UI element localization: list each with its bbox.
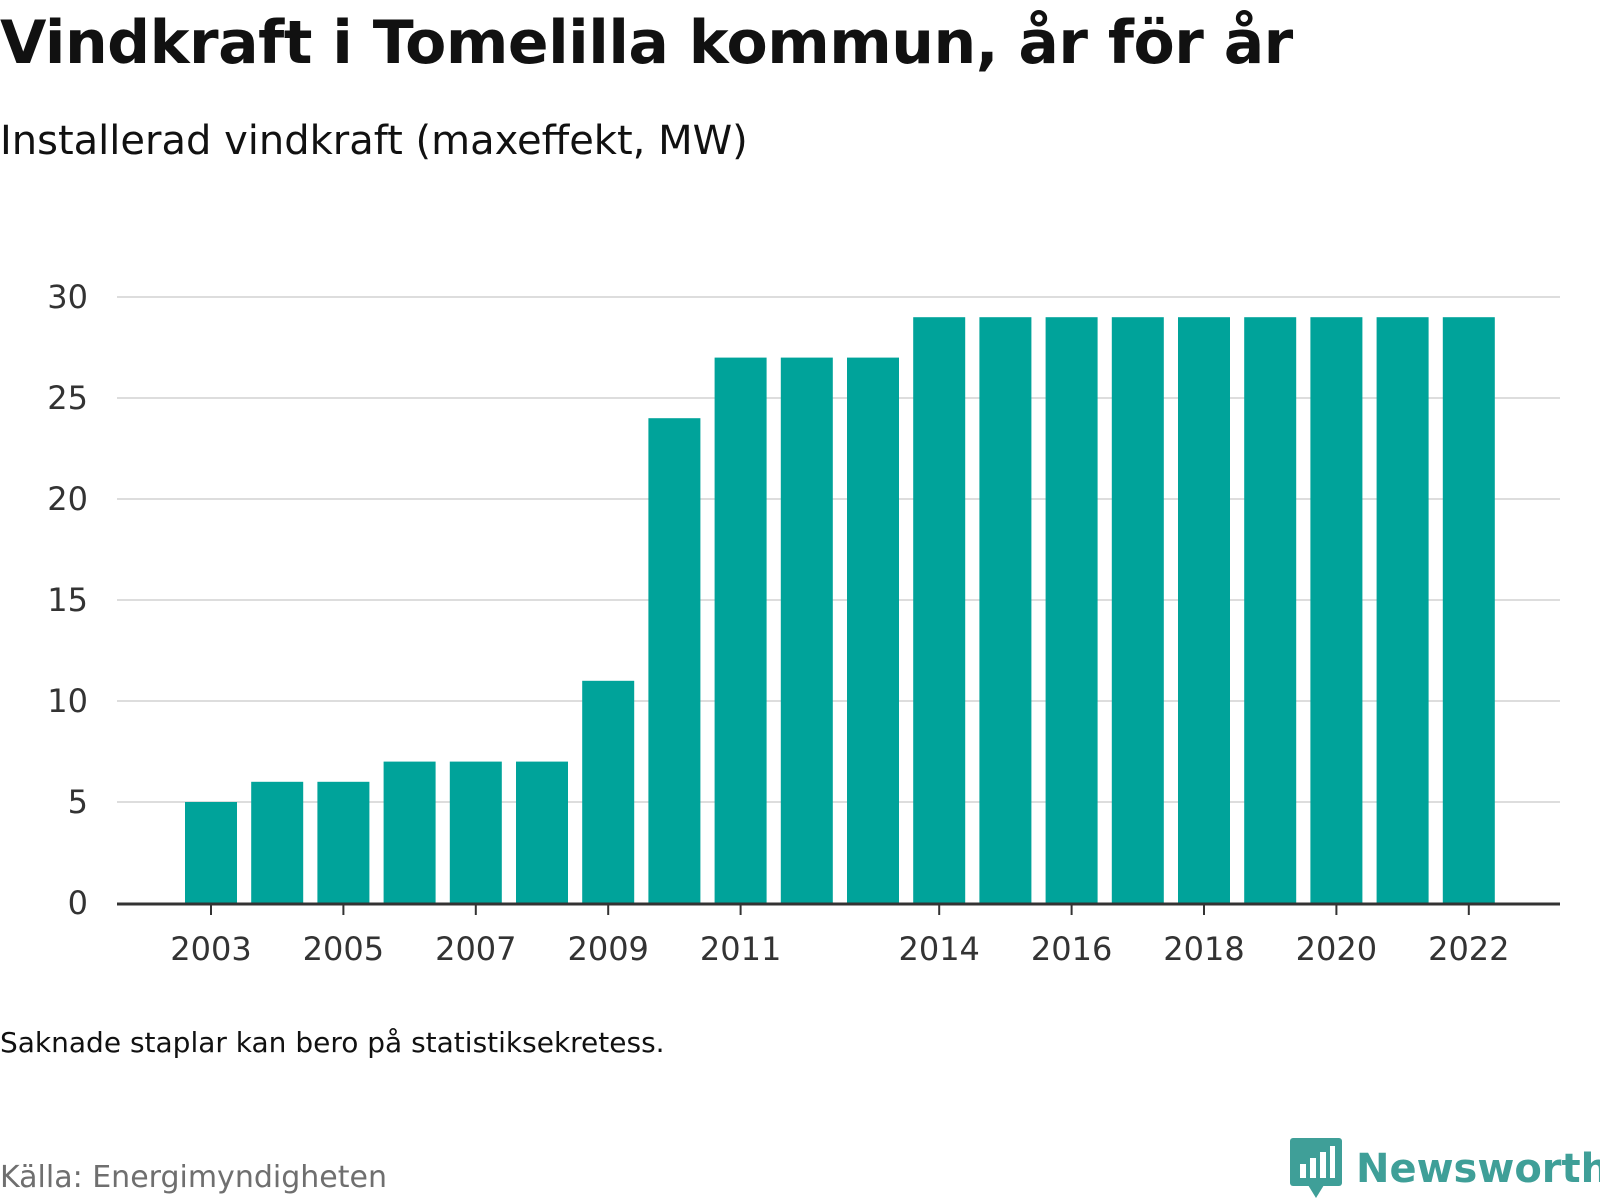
x-tick-label: 2016: [1031, 930, 1112, 968]
y-tick-label: 5: [68, 783, 88, 821]
y-tick-label: 15: [47, 581, 88, 619]
bar: [1045, 317, 1098, 903]
bar: [847, 357, 899, 904]
x-tick-label: 2005: [303, 930, 384, 968]
brand-logo: Newsworthy: [1290, 1138, 1600, 1200]
bar: [979, 317, 1032, 903]
x-tick-label: 2018: [1163, 930, 1244, 968]
x-tick-label: 2011: [700, 930, 781, 968]
x-tick-label: 2020: [1296, 930, 1377, 968]
x-tick-label: 2007: [435, 930, 516, 968]
bar: [516, 761, 568, 903]
y-tick-label: 10: [47, 682, 88, 720]
x-tick-label: 2003: [170, 930, 251, 968]
y-tick-label: 30: [47, 278, 88, 316]
bar: [1442, 317, 1495, 903]
bar: [383, 761, 436, 903]
bar-chart: 0 5 10 15 20 25 30 2003 2005 2007 2009 2011 2014 2016…: [47, 278, 1560, 968]
bar: [582, 680, 635, 903]
bar-chart-speech-bubble-icon: [1290, 1138, 1342, 1198]
chart-title: Vindkraft i Tomelilla kommun, år för år: [0, 8, 1293, 78]
x-tick-label: 2014: [898, 930, 979, 968]
brand-name: Newsworthy: [1356, 1146, 1600, 1192]
y-tick-label: 0: [68, 884, 88, 922]
bar: [317, 781, 370, 903]
bar: [913, 317, 966, 903]
bar: [1376, 317, 1429, 903]
footnote: Saknade staplar kan bero på statistiksek…: [0, 1026, 665, 1059]
bar: [648, 418, 701, 903]
chart-subtitle: Installerad vindkraft (maxeffekt, MW): [0, 118, 748, 164]
bar: [780, 357, 833, 904]
y-tick-label: 20: [47, 480, 88, 518]
bar: [251, 781, 304, 903]
y-tick-label: 25: [47, 379, 88, 417]
x-tick-label: 2009: [567, 930, 648, 968]
bar: [1111, 317, 1164, 903]
bar: [1310, 317, 1363, 903]
bar: [1178, 317, 1230, 903]
source-text: Källa: Energimyndigheten: [0, 1160, 387, 1195]
bar: [185, 802, 237, 903]
bar: [1244, 317, 1297, 903]
bar: [714, 357, 767, 904]
x-tick-label: 2022: [1428, 930, 1509, 968]
bar: [449, 761, 502, 903]
